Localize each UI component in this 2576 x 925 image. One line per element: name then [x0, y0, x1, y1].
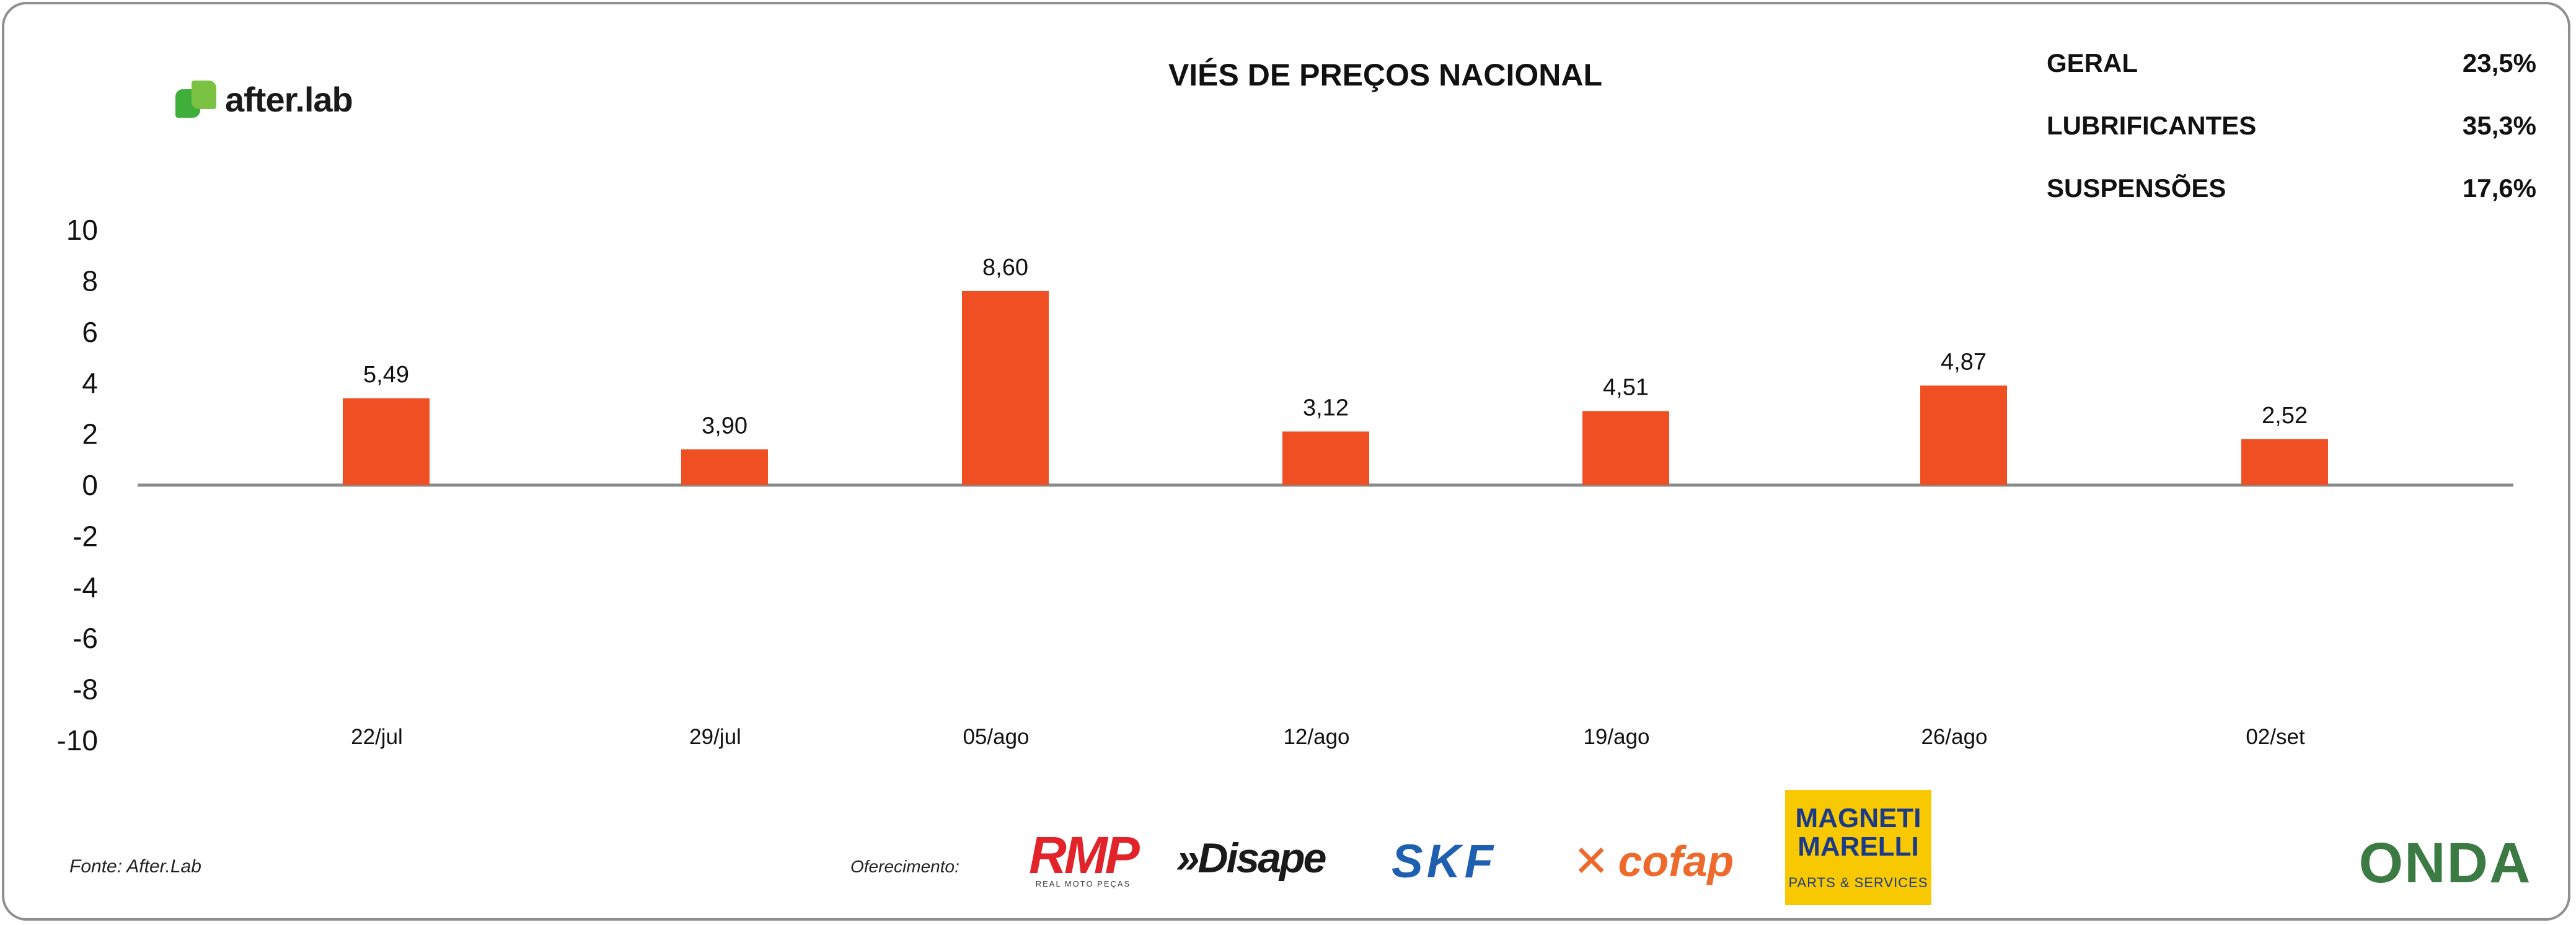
stat-value: 17,6% [2462, 173, 2536, 203]
data-label: 5,49 [363, 362, 409, 388]
y-tick-label: -6 [73, 622, 98, 654]
bar [343, 398, 430, 485]
y-tick-label: 2 [82, 418, 98, 450]
bar [962, 291, 1049, 485]
stat-row-suspensoes: SUSPENSÕES 17,6% [2047, 173, 2536, 236]
bar [1582, 411, 1669, 485]
stat-label: LUBRIFICANTES [2047, 111, 2257, 140]
magneti-logo-line2: MARELLI [1797, 831, 1919, 862]
disape-logo-text: »Disape [1176, 835, 1327, 882]
stat-label: GERAL [2047, 48, 2138, 77]
x-tick-label: 22/jul [351, 725, 403, 749]
x-tick-label: 19/ago [1583, 725, 1649, 749]
data-label: 3,90 [702, 413, 748, 439]
stat-value: 35,3% [2462, 111, 2536, 140]
x-tick-label: 12/ago [1283, 725, 1349, 749]
bar [2241, 439, 2328, 485]
afterlab-logo: after.lab [175, 79, 353, 120]
bar [1920, 385, 2007, 485]
skf-logo-text: SKF [1392, 835, 1497, 888]
rmp-logo-subtext: REAL MOTO PEÇAS [1035, 879, 1131, 888]
magneti-logo-subtext: PARTS & SERVICES [1788, 875, 1928, 890]
bar [1282, 431, 1369, 485]
bar [681, 449, 768, 485]
data-label: 2,52 [2262, 403, 2308, 429]
disape-logo: »Disape [1168, 833, 1333, 883]
data-label: 3,12 [1303, 395, 1349, 421]
y-tick-label: -4 [73, 571, 98, 603]
cofap-logo-text: cofap [1618, 837, 1734, 885]
y-tick-label: 10 [66, 214, 98, 246]
cofap-logo: ✕ cofap [1550, 833, 1757, 889]
chart-title: VIÉS DE PREÇOS NACIONAL [1168, 58, 1603, 92]
y-tick-label: -10 [57, 724, 98, 756]
onda-logo-text: ONDA [2358, 831, 2532, 895]
magneti-marelli-logo: MAGNETI MARELLI PARTS & SERVICES [1785, 790, 1931, 905]
x-tick-label: 26/ago [1921, 725, 1987, 749]
x-tick-label: 05/ago [963, 725, 1029, 749]
onda-logo: ONDA [2355, 829, 2535, 897]
y-tick-label: 8 [82, 265, 98, 297]
data-label: 4,87 [1941, 349, 1987, 375]
source-note: Fonte: After.Lab [69, 856, 201, 877]
stat-value: 23,5% [2462, 48, 2536, 77]
rmp-logo-text: RMP [1029, 826, 1140, 884]
stat-row-lubrificantes: LUBRIFICANTES 35,3% [2047, 111, 2536, 173]
cofap-logo-icon: ✕ [1573, 837, 1610, 885]
stats-panel: GERAL 23,5% LUBRIFICANTES 35,3% SUSPENSÕ… [2047, 48, 2536, 236]
stat-row-geral: GERAL 23,5% [2047, 48, 2536, 111]
magneti-logo-line1: MAGNETI [1795, 803, 1921, 833]
x-tick-label: 02/set [2246, 725, 2305, 749]
data-label: 4,51 [1603, 375, 1649, 401]
offer-label: Oferecimento: [850, 857, 959, 876]
stat-label: SUSPENSÕES [2047, 173, 2226, 203]
data-label: 8,60 [982, 255, 1028, 281]
logo-text: after.lab [225, 80, 353, 119]
y-tick-label: 0 [82, 469, 98, 501]
y-tick-label: -2 [73, 520, 98, 552]
y-tick-label: 4 [82, 367, 98, 399]
y-tick-label: -8 [73, 673, 98, 706]
afterlab-logo-icon [175, 80, 219, 119]
x-tick-label: 29/jul [689, 725, 741, 749]
skf-logo: SKF [1354, 835, 1534, 888]
y-tick-label: 6 [82, 316, 98, 348]
rmp-logo: RMP REAL MOTO PEÇAS [1020, 826, 1147, 889]
